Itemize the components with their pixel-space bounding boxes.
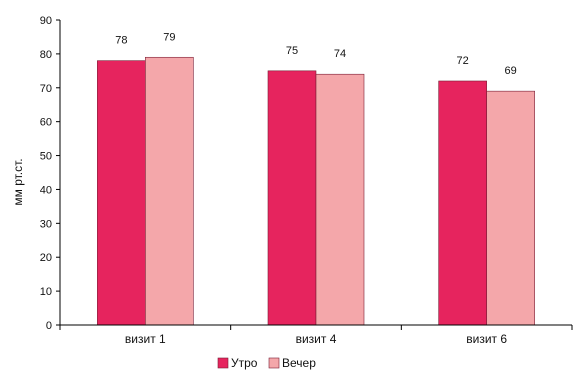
bar-data-label: 79 (163, 31, 175, 43)
bar (486, 90, 535, 326)
y-tick-label: 50 (40, 151, 52, 163)
y-axis-title: мм рт.ст. (11, 158, 25, 205)
bar (145, 56, 194, 326)
x-category-label: визит 1 (125, 332, 166, 346)
y-tick-label: 40 (40, 184, 52, 196)
legend-swatch (268, 357, 280, 369)
y-tick-label: 60 (40, 117, 52, 129)
x-category-label: визит 6 (466, 332, 507, 346)
legend-swatch (217, 357, 229, 369)
legend-label: Утро (231, 356, 258, 370)
bar-data-label: 78 (115, 35, 127, 47)
bars (97, 56, 535, 326)
y-tick-label: 80 (40, 49, 52, 61)
bar (267, 70, 317, 326)
y-tick-label: 90 (40, 15, 52, 27)
y-tick-label: 70 (40, 83, 52, 95)
bar-data-label: 75 (286, 45, 298, 57)
legend: Утро Вечер (217, 356, 316, 370)
data-labels: 78 79 75 74 72 69 (115, 31, 517, 77)
y-axis: 0 10 20 30 40 50 60 70 80 90 (40, 15, 61, 332)
y-tick-label: 10 (40, 286, 52, 298)
x-axis: визит 1 визит 4 визит 6 (59, 324, 573, 346)
bar-data-label: 69 (505, 65, 517, 77)
legend-label: Вечер (282, 356, 316, 370)
bar (97, 60, 146, 326)
y-tick-label: 30 (40, 218, 52, 230)
y-tick-label: 20 (40, 252, 52, 264)
bar-data-label: 74 (334, 48, 346, 60)
y-tick-label: 0 (46, 320, 52, 332)
x-category-label: визит 4 (296, 332, 337, 346)
bar-data-label: 72 (457, 55, 469, 67)
bar (315, 73, 365, 326)
bar (438, 80, 487, 326)
